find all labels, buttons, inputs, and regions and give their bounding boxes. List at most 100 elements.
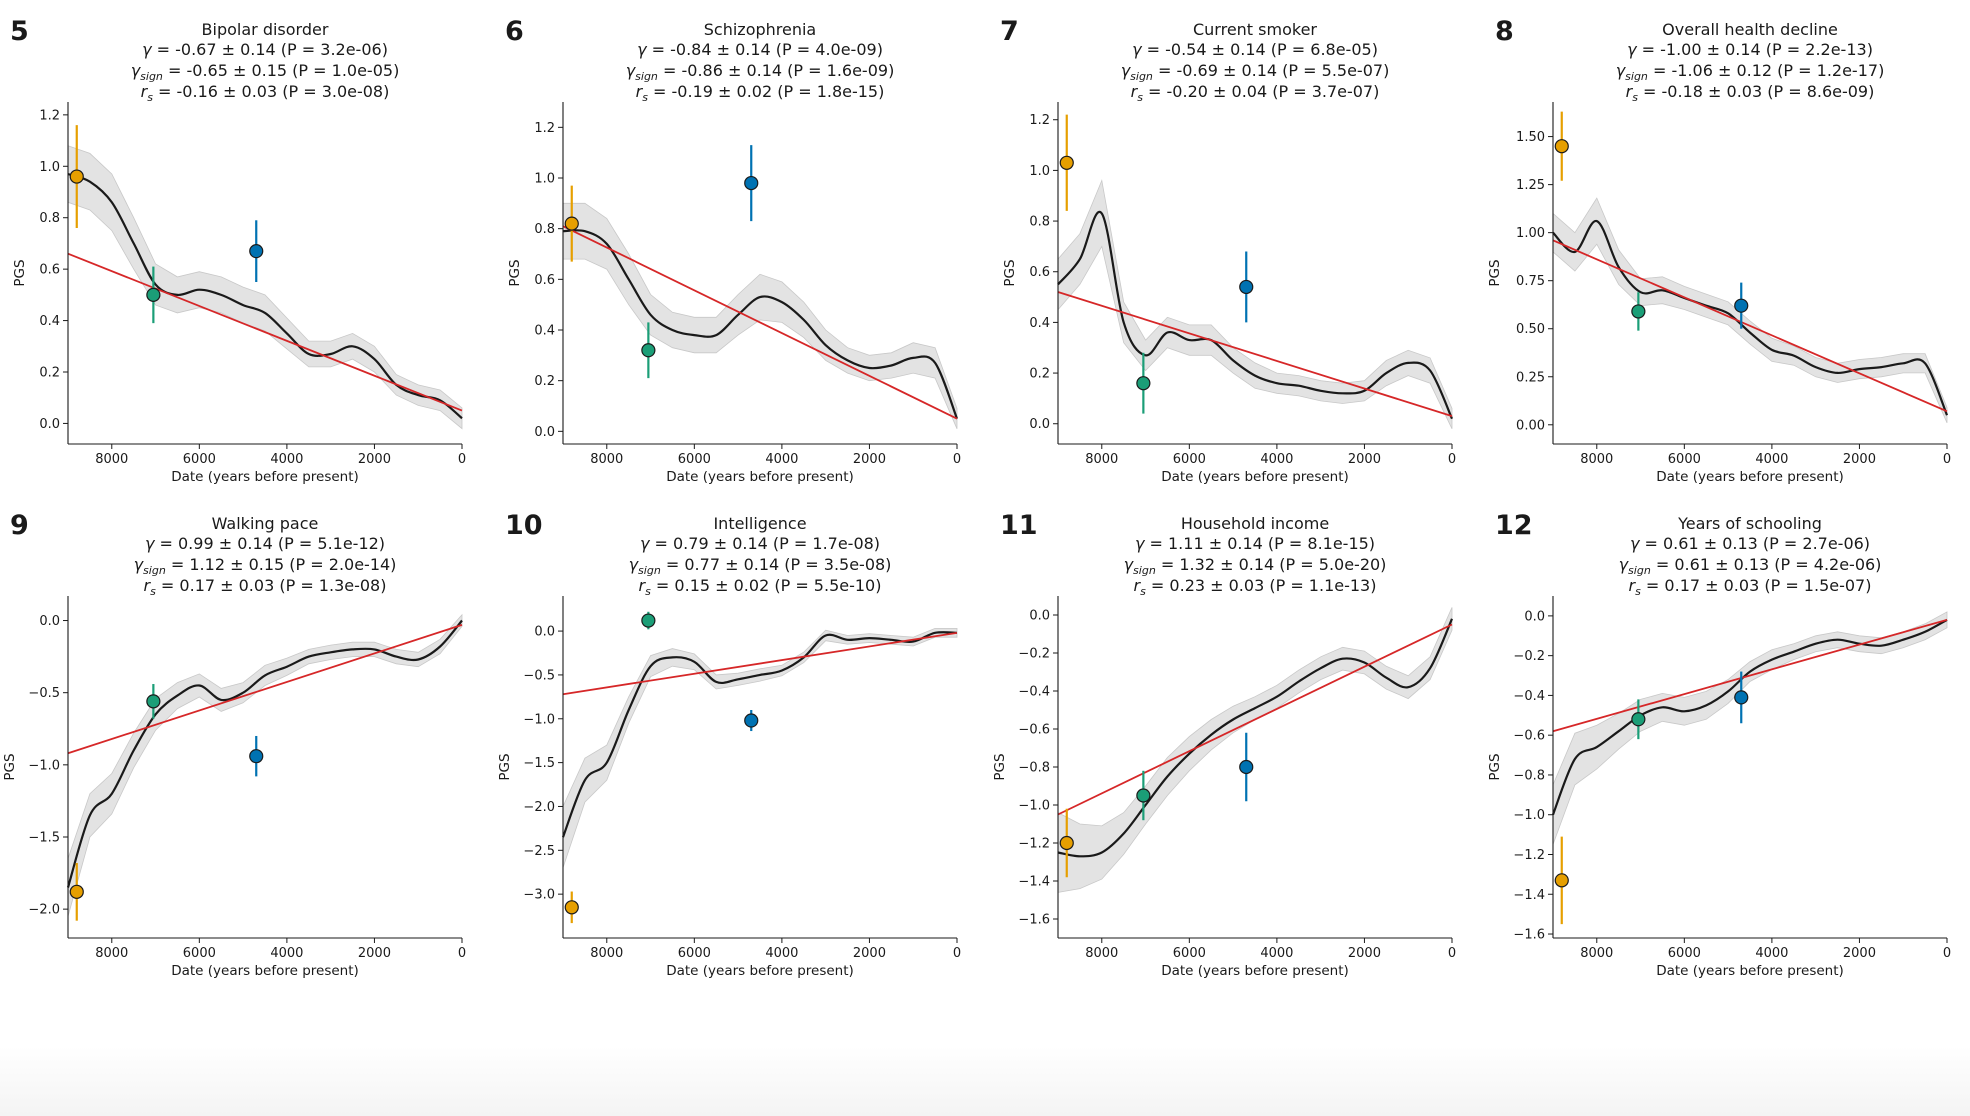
x-tick-label: 6000: [678, 946, 711, 961]
y-tick-label: 0.0: [39, 614, 60, 629]
stat-line: γsign = 0.77 ± 0.14 (P = 3.5e-08): [629, 555, 892, 577]
y-tick-label: 0.8: [534, 222, 555, 237]
y-tick-label: 1.2: [1029, 113, 1050, 128]
y-tick-label: 0.0: [39, 417, 60, 432]
point-marker: [1136, 376, 1151, 391]
point-marker: [146, 694, 161, 709]
y-tick-label: 0.2: [1029, 367, 1050, 382]
data-point-orange: [69, 862, 84, 921]
data-point-orange: [564, 891, 579, 924]
x-tick-label: 0: [458, 452, 466, 467]
panel-number: 7: [1000, 16, 1019, 47]
y-tick-label: 0.2: [39, 366, 60, 381]
x-tick-label: 8000: [1085, 452, 1118, 467]
regression-line: [562, 631, 958, 696]
stat-line: γ = -1.00 ± 0.14 (P = 2.2e-13): [1627, 40, 1873, 59]
panel-title: Current smoker: [1193, 20, 1317, 39]
point-marker: [1136, 788, 1151, 803]
point-marker: [744, 713, 759, 728]
x-tick-label: 2000: [853, 946, 886, 961]
x-tick-label: 6000: [1173, 946, 1206, 961]
confidence-band: [1552, 611, 1948, 845]
point-marker: [564, 900, 579, 915]
y-tick-label: 0.2: [534, 374, 555, 389]
smoothed-trend-line: [562, 229, 959, 420]
x-tick-label: 4000: [1755, 452, 1788, 467]
y-tick-label: 0.4: [39, 314, 60, 329]
y-tick-label: −0.4: [1018, 685, 1050, 700]
point-marker: [1059, 155, 1074, 170]
regression-line: [1057, 291, 1453, 417]
y-tick-label: −1.0: [28, 758, 60, 773]
data-point-blue: [1734, 671, 1749, 724]
stat-line: γsign = -0.86 ± 0.14 (P = 1.6e-09): [626, 61, 895, 83]
smoothed-trend-line: [1552, 220, 1949, 416]
stat-line: rs = -0.20 ± 0.04 (P = 3.7e-07): [1131, 82, 1380, 104]
y-tick-label: 1.00: [1516, 226, 1545, 241]
y-axis-label: PGS: [12, 259, 28, 286]
x-tick-label: 2000: [358, 946, 391, 961]
smoothed-trend-line: [66, 619, 463, 888]
smoothed-trend-line: [1057, 618, 1454, 858]
panel-number: 11: [1000, 510, 1038, 541]
x-axis-label: Date (years before present): [666, 469, 854, 485]
y-tick-label: 1.25: [1516, 178, 1545, 193]
data-point-green: [146, 684, 161, 719]
x-tick-label: 8000: [590, 452, 623, 467]
x-tick-label: 2000: [853, 452, 886, 467]
y-tick-label: −0.4: [1513, 689, 1545, 704]
x-axis-label: Date (years before present): [1161, 963, 1349, 979]
panel-title: Household income: [1181, 514, 1329, 533]
y-tick-label: 0.6: [534, 273, 555, 288]
y-tick-label: −1.4: [1018, 875, 1050, 890]
y-tick-label: 0.75: [1516, 274, 1545, 289]
x-tick-label: 6000: [1668, 946, 1701, 961]
y-tick-label: −0.2: [1513, 649, 1545, 664]
x-tick-label: 0: [953, 452, 961, 467]
data-point-blue: [249, 220, 264, 282]
data-point-blue: [744, 710, 759, 732]
y-tick-label: −1.6: [1018, 913, 1050, 928]
stat-line: rs = -0.19 ± 0.02 (P = 1.8e-15): [636, 82, 885, 104]
y-tick-label: 0.4: [1029, 316, 1050, 331]
x-tick-label: 0: [953, 946, 961, 961]
y-tick-label: 0.6: [1029, 265, 1050, 280]
y-axis-label: PGS: [507, 259, 523, 286]
panel-title: Walking pace: [212, 514, 319, 533]
x-tick-label: 2000: [1843, 452, 1876, 467]
y-tick-label: −1.5: [28, 830, 60, 845]
confidence-band: [1057, 607, 1453, 893]
smoothed-trend-line: [561, 631, 958, 838]
x-tick-label: 4000: [270, 452, 303, 467]
point-marker: [1554, 873, 1569, 888]
regression-line: [1552, 239, 1948, 413]
point-marker: [641, 613, 656, 628]
point-marker: [249, 749, 264, 764]
data-point-orange: [69, 125, 84, 228]
stat-line: rs = 0.15 ± 0.02 (P = 5.5e-10): [639, 576, 882, 598]
x-tick-label: 4000: [765, 946, 798, 961]
x-tick-label: 0: [1448, 452, 1456, 467]
y-tick-label: −1.2: [1513, 848, 1545, 863]
x-tick-label: 8000: [1085, 946, 1118, 961]
y-tick-label: −2.5: [523, 844, 555, 859]
panel-title: Years of schooling: [1677, 514, 1822, 533]
data-point-orange: [564, 185, 579, 262]
y-axis-label: PGS: [1487, 259, 1503, 286]
y-tick-label: 1.2: [39, 108, 60, 123]
x-tick-label: 4000: [765, 452, 798, 467]
confidence-band: [1057, 179, 1453, 429]
y-tick-label: −2.0: [28, 903, 60, 918]
y-tick-label: −1.0: [1513, 808, 1545, 823]
x-tick-label: 0: [458, 946, 466, 961]
point-marker: [1734, 690, 1749, 705]
stat-line: γ = -0.67 ± 0.14 (P = 3.2e-06): [142, 40, 388, 59]
y-tick-label: −0.8: [1513, 768, 1545, 783]
y-tick-label: −1.5: [523, 756, 555, 771]
panel-title: Bipolar disorder: [202, 20, 329, 39]
